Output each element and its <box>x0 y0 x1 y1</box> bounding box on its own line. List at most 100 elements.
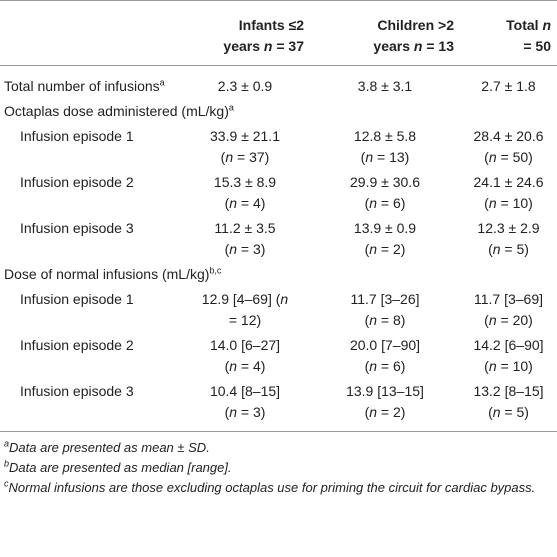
cell-value: 12.9 [4–69] (n <box>201 291 289 307</box>
footnote: bData are presented as median [range]. <box>4 458 553 478</box>
cell-value: 11.2 ± 3.5 <box>214 220 276 236</box>
cell-value: 12.8 ± 5.8 <box>353 128 417 144</box>
cell-value: 11.7 [3–69] <box>473 291 544 307</box>
value-cell: 28.4 ± 20.6 (n = 50) <box>460 124 557 170</box>
row-label: Infusion episode 3 <box>0 216 180 262</box>
footnote: cNormal infusions are those excluding oc… <box>4 478 553 498</box>
header-cell: Total n = 50 <box>460 0 557 66</box>
table-row: Dose of normal infusions (mL/kg)b,c <box>0 262 557 287</box>
table-row: Infusion episode 3 10.4 [8–15] (n = 3) 13.9… <box>0 379 557 432</box>
column-header: Total n = 50 <box>506 17 551 54</box>
cell-value: 3.8 ± 3.1 <box>357 78 413 94</box>
footnotes: aData are presented as mean ± SD. bData a… <box>0 432 557 498</box>
cell-count: (n = 50) <box>484 149 533 165</box>
table-header: Infants ≤2 years n = 37 Children >2 years… <box>0 0 557 66</box>
cell-value: 13.9 ± 0.9 <box>353 220 417 236</box>
value-cell: 33.9 ± 21.1 (n = 37) <box>180 124 310 170</box>
cell-value: 24.1 ± 24.6 <box>473 174 544 190</box>
cell-count: (n = 8) <box>364 312 406 328</box>
table-row: Infusion episode 2 15.3 ± 8.9 (n = 4) 29.9 … <box>0 170 557 216</box>
column-header: Children >2 years n = 13 <box>373 17 454 54</box>
cell-count: (n = 5) <box>488 404 529 420</box>
row-label-text: Infusion episode 2 <box>20 174 134 190</box>
value-cell: 14.2 [6–90] (n = 10) <box>460 333 557 379</box>
cell-count: (n = 5) <box>488 241 529 257</box>
data-table: Infants ≤2 years n = 37 Children >2 years… <box>0 0 557 432</box>
cell-count: (n = 4) <box>224 195 266 211</box>
value-cell: 29.9 ± 30.6 (n = 6) <box>310 170 460 216</box>
value-cell: 24.1 ± 24.6 (n = 10) <box>460 170 557 216</box>
section-text: Octaplas dose administered (mL/kg) <box>4 103 229 119</box>
row-label-text: Infusion episode 1 <box>20 291 134 307</box>
value-cell: 13.2 [8–15] (n = 5) <box>460 379 557 432</box>
cell-value: 13.2 [8–15] <box>473 383 544 399</box>
value-cell: 2.7 ± 1.8 <box>460 66 557 100</box>
table-row: Infusion episode 3 11.2 ± 3.5 (n = 3) 13.9 … <box>0 216 557 262</box>
cell-value: 11.7 [3–26] <box>350 291 420 307</box>
value-cell: 3.8 ± 3.1 <box>310 66 460 100</box>
cell-value: 29.9 ± 30.6 <box>350 174 420 190</box>
section-label: Dose of normal infusions (mL/kg)b,c <box>0 262 557 287</box>
row-label: Infusion episode 3 <box>0 379 180 432</box>
cell-value: 13.9 [13–15] <box>346 383 424 399</box>
value-cell: 11.7 [3–69] (n = 20) <box>460 287 557 333</box>
row-label-text: Total number of infusions <box>4 78 160 94</box>
table-row: Infusion episode 1 33.9 ± 21.1 (n = 37) 12.… <box>0 124 557 170</box>
cell-count: (n = 10) <box>484 358 533 374</box>
table-row: Infusion episode 1 12.9 [4–69] (n = 12) 11.… <box>0 287 557 333</box>
row-label-text: Infusion episode 1 <box>20 128 134 144</box>
cell-count: (n = 2) <box>364 241 406 257</box>
table-row: Total number of infusionsa 2.3 ± 0.9 3.8 ±… <box>0 66 557 100</box>
cell-count: (n = 3) <box>224 241 266 257</box>
value-cell: 12.9 [4–69] (n = 12) <box>180 287 310 333</box>
value-cell: 2.3 ± 0.9 <box>180 66 310 100</box>
header-cell: Infants ≤2 years n = 37 <box>180 0 310 66</box>
cell-count: (n = 2) <box>364 404 406 420</box>
footnote-text: Normal infusions are those excluding oct… <box>8 480 536 495</box>
cell-value: 14.0 [6–27] <box>209 337 281 353</box>
footnote-mark: a <box>228 102 234 113</box>
row-label: Total number of infusionsa <box>0 66 180 100</box>
value-cell: 13.9 [13–15] (n = 2) <box>310 379 460 432</box>
row-label: Infusion episode 1 <box>0 124 180 170</box>
cell-value: 12.3 ± 2.9 <box>477 220 540 236</box>
cell-count: (n = 3) <box>224 404 266 420</box>
footnote-text: Data are presented as median [range]. <box>9 460 232 475</box>
value-cell: 12.3 ± 2.9 (n = 5) <box>460 216 557 262</box>
value-cell: 10.4 [8–15] (n = 3) <box>180 379 310 432</box>
cell-value: 20.0 [7–90] <box>349 337 421 353</box>
cell-count: (n = 6) <box>364 358 406 374</box>
value-cell: 14.0 [6–27] (n = 4) <box>180 333 310 379</box>
row-label: Infusion episode 2 <box>0 333 180 379</box>
table-body: Total number of infusionsa 2.3 ± 0.9 3.8 ±… <box>0 66 557 432</box>
cell-count: = 12) <box>228 312 262 328</box>
cell-count: (n = 37) <box>220 149 270 165</box>
cell-value: 14.2 [6–90] <box>473 337 544 353</box>
row-label-text: Infusion episode 3 <box>20 220 134 236</box>
cell-value: 33.9 ± 21.1 <box>210 128 280 144</box>
row-label: Infusion episode 1 <box>0 287 180 333</box>
cell-count: (n = 20) <box>484 312 533 328</box>
header-cell: Children >2 years n = 13 <box>310 0 460 66</box>
section-text: Dose of normal infusions (mL/kg) <box>4 266 210 282</box>
footnote-mark: a <box>159 77 165 88</box>
value-cell: 20.0 [7–90] (n = 6) <box>310 333 460 379</box>
cell-count: (n = 4) <box>224 358 266 374</box>
table-row: Octaplas dose administered (mL/kg)a <box>0 99 557 124</box>
value-cell: 12.8 ± 5.8 (n = 13) <box>310 124 460 170</box>
footnote-mark: a <box>4 438 10 449</box>
value-cell: 15.3 ± 8.9 (n = 4) <box>180 170 310 216</box>
footnote-mark: c <box>4 478 9 489</box>
cell-value: 2.7 ± 1.8 <box>481 78 536 94</box>
cell-value: 2.3 ± 0.9 <box>217 78 273 94</box>
value-cell: 13.9 ± 0.9 (n = 2) <box>310 216 460 262</box>
cell-count: (n = 10) <box>484 195 533 211</box>
column-header: Infants ≤2 years n = 37 <box>223 17 304 54</box>
table-row: Infusion episode 2 14.0 [6–27] (n = 4) 20.0… <box>0 333 557 379</box>
header-cell <box>0 0 180 66</box>
value-cell: 11.7 [3–26] (n = 8) <box>310 287 460 333</box>
row-label-text: Infusion episode 2 <box>20 337 134 353</box>
footnote: aData are presented as mean ± SD. <box>4 438 553 458</box>
section-label: Octaplas dose administered (mL/kg)a <box>0 99 557 124</box>
